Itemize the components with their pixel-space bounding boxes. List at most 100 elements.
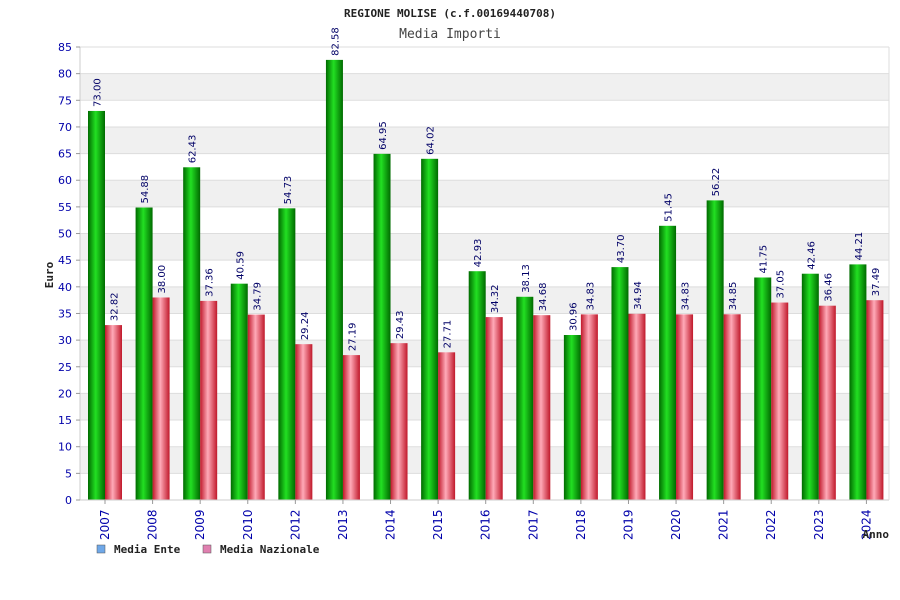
- y-tick-labels: 0 5 10 15 20 25 30 35 40 45 50 55 60 65 70 75 80 85: [58, 41, 80, 507]
- x-tick-label: 2013: [336, 509, 350, 540]
- x-tick-label: 2024: [859, 509, 873, 540]
- bar-media-nazionale: [295, 344, 313, 500]
- data-label: 37.49: [871, 268, 882, 297]
- y-tick-label: 20: [58, 387, 72, 400]
- x-tick-label: 2017: [526, 509, 540, 540]
- bar-media-nazionale: [533, 315, 551, 500]
- x-tick-labels: 2007 2008 2009 2010 2012 2013 2014 2015 2016 2017…: [98, 500, 873, 540]
- data-label: 37.05: [776, 270, 787, 299]
- x-tick-label: 2023: [812, 509, 826, 540]
- bar-media-nazionale: [771, 302, 789, 500]
- data-label: 41.75: [759, 245, 770, 274]
- x-tick-label: 2012: [288, 509, 302, 540]
- x-tick-label: 2010: [241, 509, 255, 540]
- legend-swatch: [96, 544, 106, 554]
- chart-subtitle: Media Importi: [399, 27, 501, 42]
- data-label: 51.45: [664, 193, 675, 222]
- x-tick-label: 2018: [574, 509, 588, 540]
- bar-media-nazionale: [152, 297, 170, 500]
- grid-band: [80, 180, 889, 207]
- bar-media-ente: [754, 277, 772, 500]
- y-tick-label: 85: [58, 41, 72, 54]
- bar-media-ente: [516, 296, 534, 500]
- legend-label: Media Nazionale: [220, 543, 320, 556]
- data-label: 27.19: [347, 322, 358, 351]
- data-label: 38.00: [157, 265, 168, 294]
- axes-group: [79, 47, 890, 501]
- data-label: 40.59: [235, 251, 246, 280]
- data-label: 56.22: [711, 168, 722, 197]
- x-tick-label: 2007: [98, 509, 112, 540]
- chart-title: REGIONE MOLISE (c.f.00169440708): [344, 7, 556, 20]
- data-label: 36.46: [823, 273, 834, 302]
- legend-label: Media Ente: [114, 543, 181, 556]
- bar-media-nazionale: [390, 343, 408, 500]
- y-tick-label: 45: [58, 254, 72, 267]
- y-tick-label: 25: [58, 361, 72, 374]
- data-label: 54.88: [140, 175, 151, 204]
- data-label: 29.24: [300, 312, 311, 341]
- legend: Media Ente Media Nazionale: [96, 543, 320, 556]
- x-tick-label: 2014: [384, 509, 398, 540]
- bar-media-ente: [183, 167, 201, 500]
- data-label: 34.85: [728, 282, 739, 311]
- x-tick-label: 2020: [669, 509, 683, 540]
- x-tick-label: 2021: [717, 509, 731, 540]
- bar-media-nazionale: [818, 305, 836, 500]
- data-label: 62.43: [188, 135, 199, 164]
- bar-media-ente: [135, 207, 153, 500]
- data-label: 34.32: [490, 284, 501, 313]
- bar-media-nazionale: [866, 300, 884, 500]
- data-label: 34.94: [633, 281, 644, 310]
- y-tick-label: 65: [58, 148, 72, 161]
- bar-media-nazionale: [200, 300, 218, 500]
- y-axis-label: Euro: [43, 261, 56, 288]
- bar-media-nazionale: [580, 314, 598, 500]
- data-label: 34.68: [538, 283, 549, 312]
- data-label: 44.21: [854, 232, 865, 261]
- data-label: 29.43: [395, 311, 406, 340]
- data-label: 64.02: [426, 126, 437, 155]
- data-label: 34.83: [681, 282, 692, 311]
- data-label: 42.93: [473, 239, 484, 268]
- grid-band: [80, 233, 889, 261]
- y-tick-label: 50: [58, 228, 72, 241]
- data-label: 64.95: [378, 121, 389, 150]
- bar-media-ente: [849, 264, 867, 500]
- bar-media-nazionale: [628, 313, 646, 500]
- bars-group: [88, 59, 884, 500]
- bar-media-nazionale: [247, 314, 265, 500]
- x-tick-label: 2015: [431, 509, 445, 540]
- x-tick-label: 2019: [621, 509, 635, 540]
- data-label: 27.71: [443, 320, 454, 349]
- y-tick-label: 30: [58, 334, 72, 347]
- bar-media-ente: [468, 271, 486, 500]
- bar-media-ente: [373, 153, 391, 500]
- data-label: 54.73: [283, 176, 294, 205]
- bar-media-ente: [611, 267, 629, 500]
- y-tick-label: 75: [58, 94, 72, 107]
- bar-media-ente: [421, 158, 439, 500]
- y-tick-label: 55: [58, 201, 72, 214]
- x-tick-label: 2022: [764, 509, 778, 540]
- x-tick-label: 2008: [146, 509, 160, 540]
- bar-media-nazionale: [676, 314, 694, 500]
- bar-media-nazionale: [105, 325, 122, 500]
- x-tick-label: 2016: [479, 509, 493, 540]
- data-label: 42.46: [806, 241, 817, 270]
- grid-band: [80, 73, 889, 101]
- data-label: 30.96: [568, 302, 579, 331]
- x-tick-label: 2009: [193, 509, 207, 540]
- data-label: 32.82: [110, 292, 121, 321]
- data-label: 73.00: [93, 78, 104, 107]
- bar-media-nazionale: [438, 352, 456, 500]
- bar-media-ente: [325, 59, 343, 500]
- legend-swatch: [202, 544, 212, 554]
- data-label: 34.79: [252, 282, 263, 311]
- y-tick-label: 5: [65, 467, 72, 480]
- y-tick-label: 0: [65, 494, 72, 507]
- y-tick-label: 70: [58, 121, 72, 134]
- grid-band: [80, 126, 889, 154]
- y-tick-label: 35: [58, 307, 72, 320]
